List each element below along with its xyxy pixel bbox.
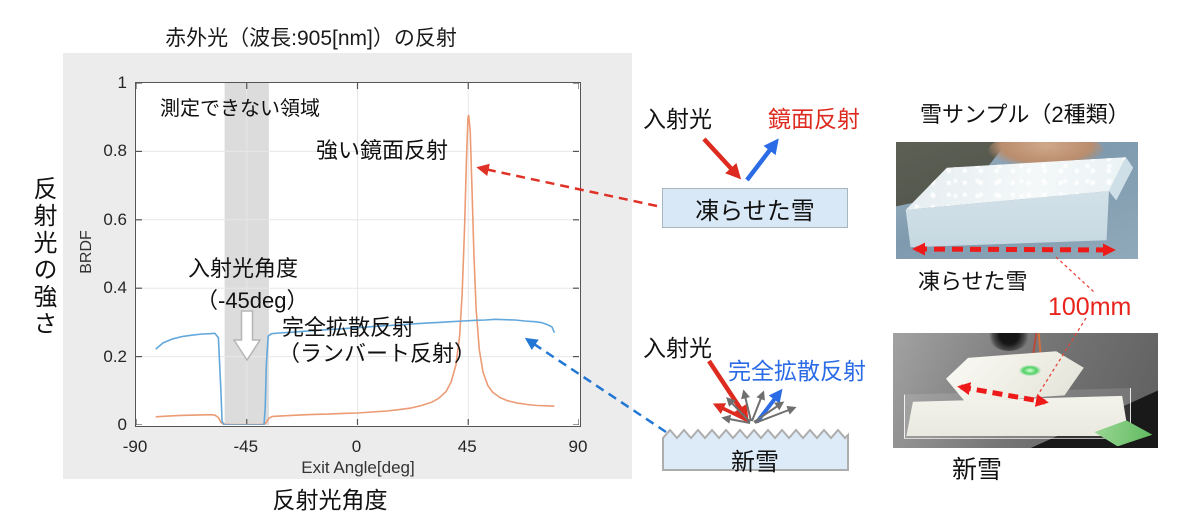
brdf-plot-area (135, 82, 581, 427)
y-tick-label: 0.8 (103, 141, 127, 161)
y-axis-brdf-label: BRDF (78, 230, 95, 274)
x-axis-label: Exit Angle[deg] (301, 458, 415, 477)
x-tick-label: 90 (568, 437, 588, 456)
y-tick-label: 1 (117, 73, 127, 92)
scatter-arrow (726, 397, 751, 423)
scatter-arrow (754, 406, 797, 424)
x-tick-label: 45 (457, 437, 477, 456)
annotation-lambert: （ランバート反射） (278, 341, 477, 366)
frozen-snow-surface-box: 凍らせた雪 (662, 188, 848, 228)
scatter-arrow (751, 390, 765, 422)
frozen-snow-surface-label: 凍らせた雪 (695, 197, 815, 225)
fresh-incident-light-label: 入射光 (643, 335, 712, 361)
frozen-incident-light-label: 入射光 (643, 106, 712, 132)
annotation-strong-specular: 強い鏡面反射 (316, 138, 449, 163)
snow-top-block (946, 351, 1084, 402)
scatter-arrow (753, 401, 785, 423)
fresh-snow-photo (893, 333, 1158, 448)
dimension-label: 100mm (1048, 293, 1132, 321)
chart-title: 赤外光（波長:905[nm]）の反射 (165, 27, 457, 50)
y-tick-label: 0.6 (103, 209, 127, 229)
brdf-plot-canvas (136, 83, 579, 425)
sensor-lens (988, 333, 1031, 352)
fresh-diffuse-reflection-label: 完全拡散反射 (728, 358, 866, 384)
x-axis-outer-label: 反射光角度 (272, 487, 388, 513)
y-tick-label: 0.4 (103, 278, 127, 298)
frozen-incident-arrow (702, 137, 742, 180)
scatter-arrow (741, 389, 752, 422)
y-tick-label: 0.2 (103, 346, 127, 366)
annotation-unmeasurable-region: 測定できない領域 (160, 98, 320, 120)
zigzag-snow-surface (662, 428, 849, 471)
frozen-specular-reflection-label: 鏡面反射 (768, 106, 860, 132)
x-tick-label: -45 (233, 437, 259, 456)
annotation-incident-angle-value: （-45deg） (196, 288, 309, 313)
x-tick-label: -90 (122, 437, 148, 456)
series-新雪（完全拡散反射） (155, 318, 556, 425)
annotation-perfect-diffuse: 完全拡散反射 (282, 315, 415, 340)
y-axis-outer-label: 反射光の強さ (29, 176, 56, 338)
dimension-leader-top (1055, 256, 1095, 293)
x-tick-label: 0 (351, 437, 362, 456)
green-laser-spot (1014, 362, 1045, 378)
frozen-snow-photo-label: 凍らせた雪 (918, 269, 1028, 294)
frozen-specular-arrow (745, 138, 779, 182)
frozen-snow-photo (896, 142, 1138, 259)
annotation-incident-angle: 入射光角度 (188, 256, 299, 281)
fresh-snow-photo-label: 新雪 (952, 456, 1003, 484)
fresh-snow-surface-box (662, 428, 849, 471)
samples-header: 雪サンプル（2種類） (920, 102, 1130, 127)
y-tick-label: 0 (117, 415, 127, 434)
fresh-diffuse-arrow (755, 388, 783, 424)
fresh-snow-surface-label: 新雪 (731, 449, 779, 476)
scatter-arrow (721, 414, 751, 424)
fresh-red-scatter-arrow (712, 403, 750, 423)
